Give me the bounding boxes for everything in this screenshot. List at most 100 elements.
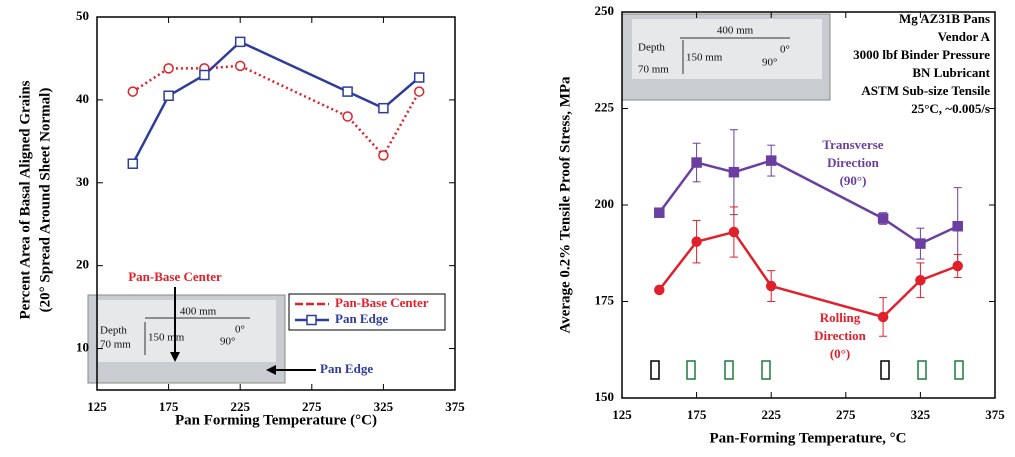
y-tick-label: 200 — [595, 196, 615, 211]
marker — [234, 60, 246, 72]
marker — [728, 226, 740, 238]
inset-photo: 400 mm Depth 70 mm 150 mm 0° 90° — [621, 13, 831, 101]
y-tick-label: 50 — [76, 8, 89, 23]
symbol — [724, 360, 734, 380]
annotation: Transverse — [822, 137, 883, 152]
inset-label: 90° — [220, 336, 235, 348]
x-axis-label: Pan-Forming Temperature, °C — [710, 430, 907, 446]
annotation: (0°) — [830, 346, 850, 361]
marker — [163, 63, 174, 74]
y-tick-label: 20 — [76, 257, 89, 272]
marker — [378, 150, 389, 161]
inset-label: 70 mm — [100, 339, 131, 351]
marker — [728, 166, 740, 178]
symbol — [686, 360, 696, 380]
arrow-head — [266, 365, 276, 375]
inset-label: 90° — [762, 57, 777, 69]
inset-label: Depth — [638, 42, 665, 54]
annotation: Rolling — [820, 310, 861, 325]
x-tick-label: 125 — [612, 407, 632, 422]
marker — [915, 275, 926, 286]
annotation: Pan-Base Center — [128, 269, 222, 284]
x-tick-label: 275 — [302, 399, 322, 414]
x-tick-label: 175 — [159, 399, 179, 414]
x-tick-label: 225 — [761, 407, 781, 422]
note: Mg AZ31B Pans — [899, 11, 990, 26]
x-axis-label: Pan Forming Temperature (°C) — [175, 412, 377, 428]
note: ASTM Sub-size Tensile — [861, 83, 990, 98]
y-tick-label: 150 — [595, 389, 615, 404]
marker — [163, 90, 174, 101]
note: Vendor A — [938, 29, 991, 44]
inset-label: 0° — [780, 44, 790, 56]
marker — [654, 284, 665, 296]
note: BN Lubricant — [912, 65, 990, 80]
series-line — [658, 159, 959, 246]
x-tick-label: 325 — [911, 407, 931, 422]
legend-marker — [306, 314, 317, 326]
y-tick-label: 10 — [76, 340, 89, 355]
marker — [342, 86, 353, 97]
y-axis-label: Percent Area of Basal Aligned Grains — [17, 80, 33, 319]
annotation-group: Transverse Direction (90°) — [822, 137, 883, 188]
marker — [127, 158, 139, 169]
marker — [378, 102, 389, 114]
marker — [765, 155, 777, 166]
x-tick-label: 225 — [230, 399, 250, 414]
x-tick-label: 175 — [687, 407, 707, 422]
y-tick-label: 225 — [595, 99, 615, 114]
marker — [654, 207, 665, 218]
annotation: (90°) — [840, 173, 867, 188]
marker — [691, 157, 702, 168]
y-axis-label: Average 0.2% Tensile Proof Stress, MPa — [557, 76, 573, 334]
y-tick-label: 40 — [76, 91, 89, 106]
symbol — [761, 360, 771, 380]
arrow-head — [170, 352, 180, 362]
specimen-symbols — [650, 360, 964, 380]
inset-label: 70 mm — [638, 64, 669, 76]
inset-photo: 400 mm Depth 70 mm 150 mm 0° 90° — [87, 294, 286, 384]
series-line — [131, 40, 421, 165]
note: 3000 lbf Binder Pressure — [853, 47, 990, 62]
marker — [915, 238, 926, 249]
plot-frame — [96, 16, 456, 391]
x-tick-label: 275 — [836, 407, 856, 422]
inset-label: 0° — [235, 324, 245, 336]
annotation-group: Rolling Direction (0°) — [814, 310, 867, 361]
series-line — [658, 230, 959, 319]
symbol — [917, 360, 927, 380]
x-tick-label: 375 — [445, 399, 465, 414]
marker — [691, 236, 702, 247]
marker — [234, 36, 246, 48]
inset-label: Depth — [100, 325, 127, 337]
y-tick-label: 30 — [76, 174, 89, 189]
x-tick-label: 125 — [87, 399, 107, 414]
x-tick-label: 375 — [985, 407, 1005, 422]
inset-label: 400 mm — [180, 306, 217, 318]
legend-label: Pan Edge — [335, 311, 388, 326]
marker — [765, 280, 777, 292]
marker — [413, 72, 425, 83]
symbol — [954, 360, 964, 380]
x-tick-label: 325 — [374, 399, 394, 414]
marker — [413, 86, 425, 97]
marker — [877, 311, 889, 323]
marker — [127, 86, 139, 97]
inset-label: 150 mm — [686, 52, 723, 64]
marker — [952, 220, 963, 232]
note: 25°C, ~0.005/s — [911, 101, 990, 116]
series-line — [132, 64, 421, 158]
symbol — [650, 360, 660, 380]
marker — [199, 69, 210, 81]
y-axis-label: (20° Spread Around Sheet Normal) — [37, 88, 53, 313]
inset-label: 400 mm — [717, 25, 754, 37]
legend-label: Pan-Base Center — [335, 295, 429, 310]
annotation: Pan Edge — [320, 361, 373, 376]
annotation: Direction — [814, 328, 867, 343]
marker — [952, 260, 963, 272]
inset-label: 150 mm — [148, 332, 185, 344]
y-tick-label: 175 — [595, 292, 615, 307]
symbol — [880, 360, 890, 380]
marker — [342, 111, 353, 122]
